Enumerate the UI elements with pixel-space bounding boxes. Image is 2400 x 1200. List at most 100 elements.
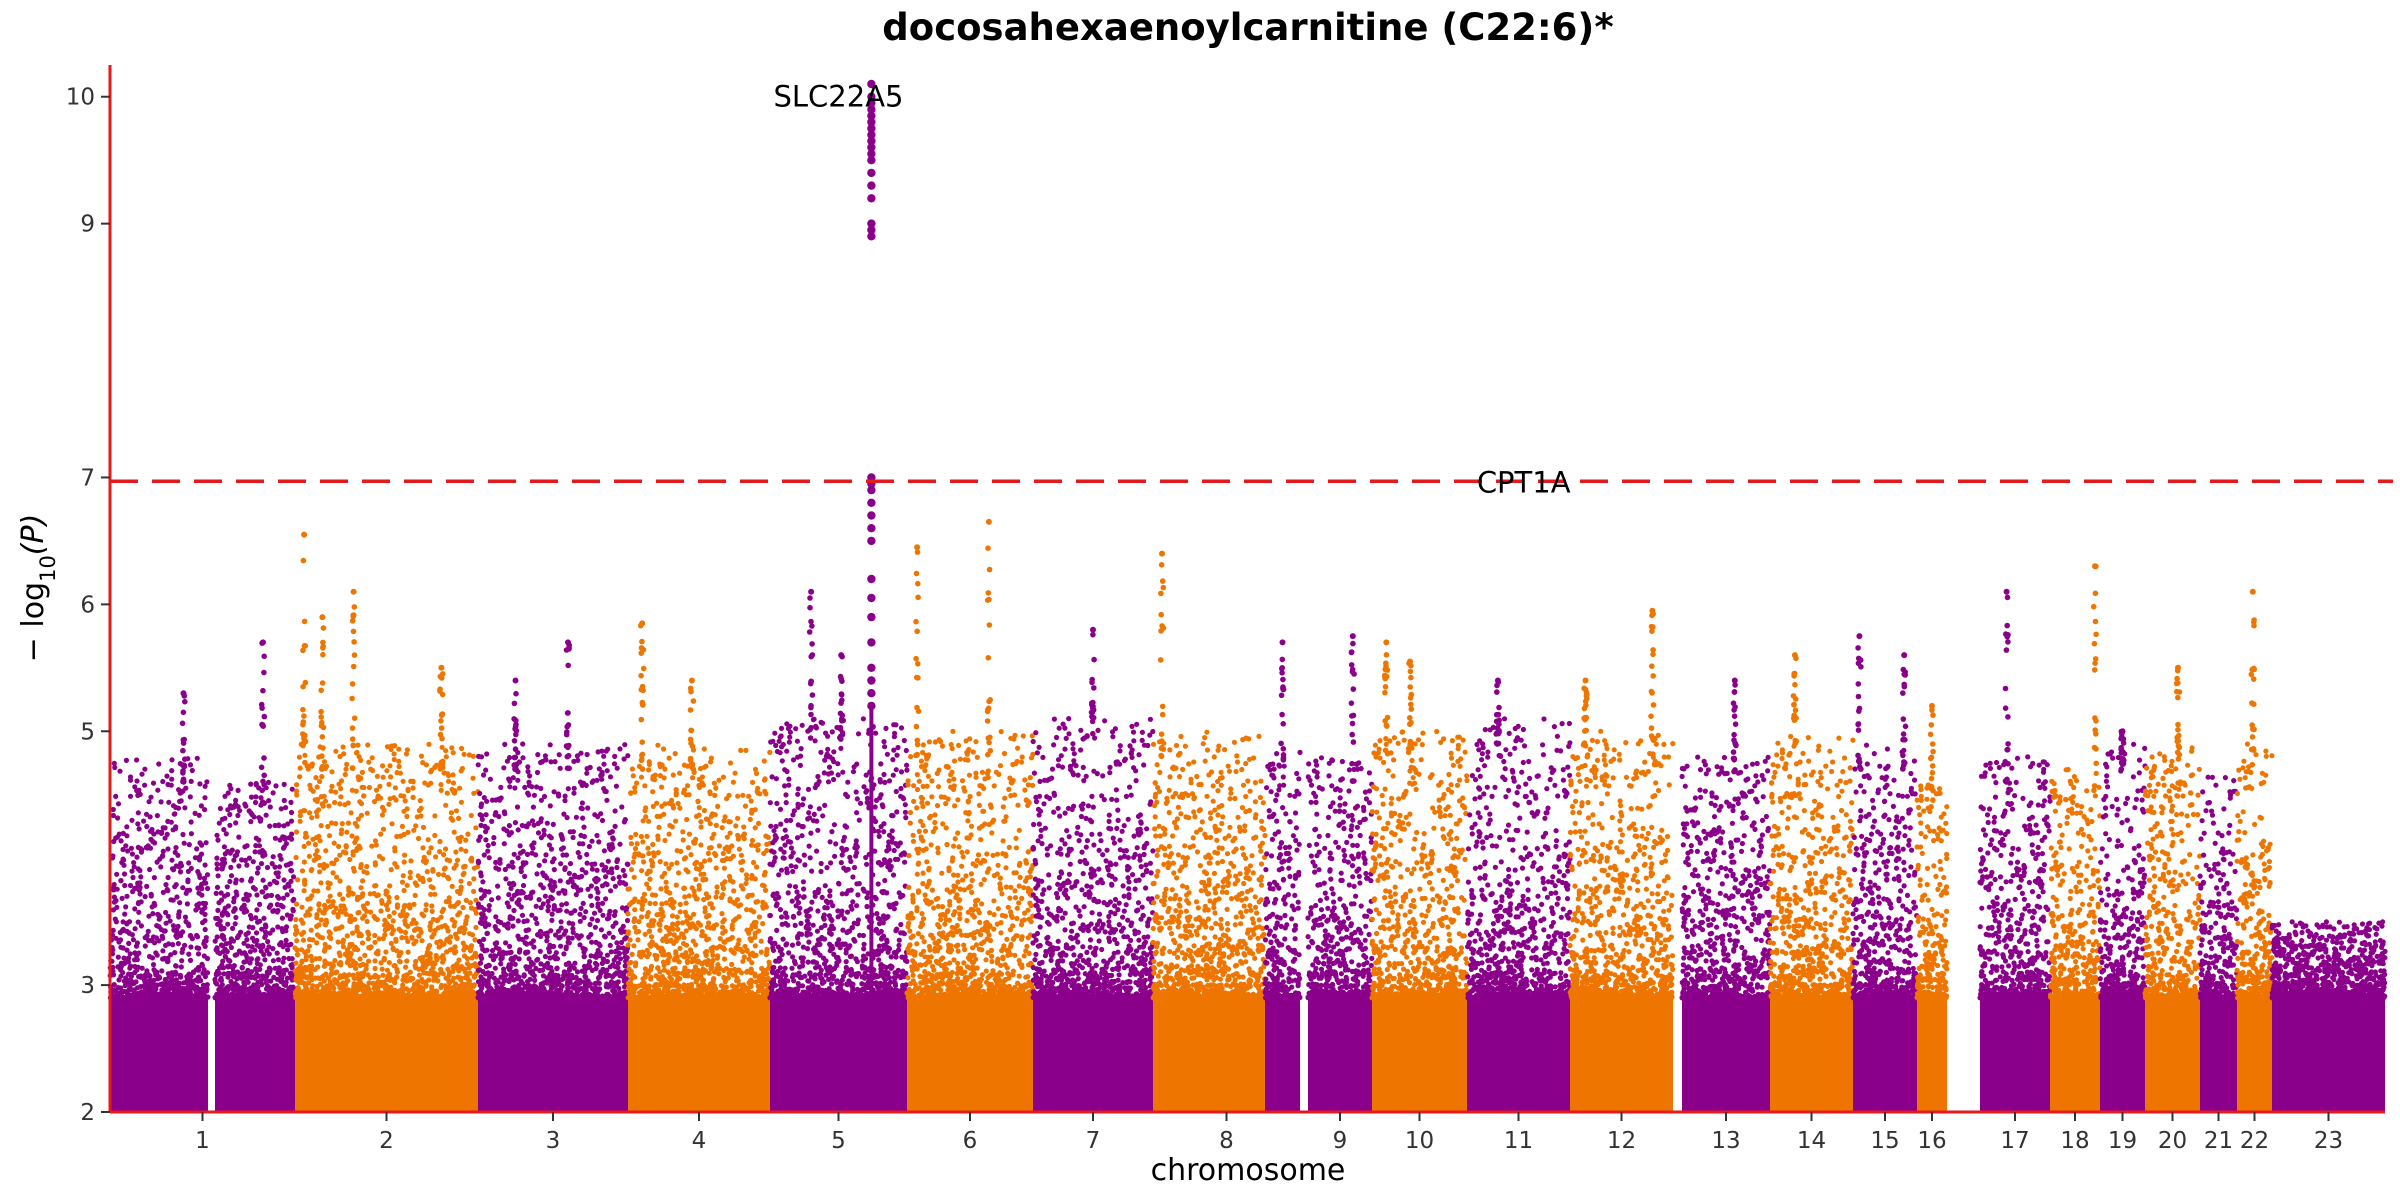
snp-point (547, 803, 553, 809)
snp-point (594, 917, 601, 924)
snp-point (259, 787, 266, 794)
snp-point (446, 969, 453, 976)
snp-point (113, 935, 119, 941)
snp-point (535, 752, 541, 758)
snp-point (196, 857, 202, 863)
snp-point (617, 927, 624, 933)
snp-point (544, 820, 550, 826)
snp-point (110, 907, 117, 913)
snp-point (410, 794, 416, 801)
snp-point (246, 808, 252, 814)
snp-point (698, 842, 704, 848)
snp-point (619, 970, 626, 976)
snp-point (404, 813, 410, 820)
snp-point (345, 958, 351, 964)
snp-point (120, 928, 126, 934)
snp-point (364, 918, 370, 925)
snp-point (417, 876, 423, 882)
snp-point (156, 761, 162, 767)
snp-point (218, 925, 225, 931)
snp-point (325, 885, 331, 891)
snp-point (472, 937, 478, 943)
snp-point (225, 903, 231, 909)
snp-point (411, 941, 417, 947)
snp-point (314, 848, 320, 854)
snp-point (151, 900, 157, 906)
snp-point (225, 912, 231, 918)
snp-point (188, 819, 194, 825)
snp-point (352, 944, 359, 951)
snp-point (365, 972, 371, 978)
snp-point (591, 910, 598, 916)
snp-point (364, 863, 370, 870)
snp-point (542, 893, 549, 899)
snp-point (575, 850, 581, 856)
snp-point (275, 957, 282, 963)
snp-point (179, 720, 186, 727)
snp-point (165, 913, 171, 919)
snp-point (288, 799, 294, 806)
snp-point (429, 908, 435, 915)
snp-point (523, 949, 529, 956)
snp-point (285, 947, 291, 953)
snp-point (325, 993, 331, 999)
snp-point (450, 994, 456, 1000)
snp-point (134, 788, 140, 794)
snp-point (267, 930, 273, 936)
snp-point (127, 793, 134, 799)
snp-point (386, 913, 392, 920)
snp-point (460, 904, 466, 911)
snp-point (617, 841, 623, 847)
snp-point (172, 811, 178, 817)
snp-point (483, 767, 489, 773)
snp-point (598, 927, 605, 933)
snp-point (199, 961, 205, 967)
snp-point (585, 978, 591, 984)
snp-point (312, 842, 318, 848)
snp-point (297, 765, 303, 771)
snp-point (446, 876, 452, 882)
snp-point (606, 930, 612, 936)
snp-point (156, 975, 163, 981)
snp-point (293, 854, 299, 861)
snp-point (439, 982, 445, 989)
snp-point (300, 557, 307, 564)
snp-point (297, 774, 303, 780)
snp-point (405, 786, 411, 792)
snp-point (470, 775, 476, 781)
snp-point (507, 784, 513, 790)
snp-point (562, 793, 568, 799)
snp-point (586, 843, 593, 850)
snp-point (319, 764, 325, 771)
dense-band (110, 997, 208, 1112)
snp-point (221, 844, 227, 850)
snp-point (433, 854, 439, 860)
snp-point (355, 742, 361, 748)
snp-point (412, 926, 419, 933)
snp-point (481, 852, 487, 858)
snp-point (255, 956, 261, 962)
snp-point (565, 980, 571, 987)
snp-point (498, 919, 504, 926)
snp-point (373, 883, 379, 889)
snp-point (272, 965, 278, 971)
snp-point (299, 931, 305, 937)
snp-point (202, 926, 208, 933)
snp-point (508, 885, 514, 892)
snp-point (495, 883, 501, 889)
snp-point (388, 940, 394, 947)
snp-point (326, 803, 332, 809)
snp-point (510, 915, 516, 921)
snp-point (331, 840, 337, 846)
snp-point (461, 981, 467, 988)
snp-point (295, 952, 301, 958)
snp-point (226, 940, 233, 946)
snp-point (428, 845, 434, 851)
snp-point (280, 895, 286, 901)
snp-point (135, 882, 141, 888)
snp-point (485, 842, 491, 849)
snp-point (443, 748, 449, 754)
snp-point (513, 968, 519, 974)
snp-point (337, 925, 343, 931)
snp-point (184, 901, 190, 907)
